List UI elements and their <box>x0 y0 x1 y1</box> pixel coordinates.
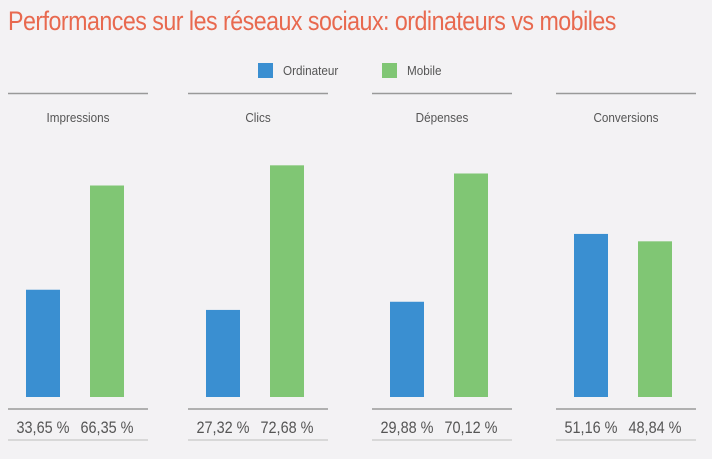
bar-conversions-mobile <box>638 241 672 397</box>
panel-title-clics: Clics <box>245 110 270 125</box>
panel-title-impressions: Impressions <box>46 110 109 125</box>
bar-impressions-ordinateur <box>26 289 60 397</box>
chart-title: Performances sur les réseaux sociaux: or… <box>8 6 616 36</box>
legend-item-mobile: Mobile <box>382 63 445 78</box>
bar-conversions-ordinateur <box>574 233 608 397</box>
value-label-conversions-mobile: 48,84 % <box>629 419 682 437</box>
bar-depenses-ordinateur <box>390 301 424 397</box>
value-label-impressions-mobile: 66,35 % <box>81 419 134 437</box>
legend-label-mobile: Mobile <box>407 63 442 78</box>
value-label-depenses-ordinateur: 29,88 % <box>381 419 434 437</box>
legend-swatch-mobile <box>382 63 397 78</box>
legend-label-ordinateur: Ordinateur <box>283 63 339 78</box>
panel-title-conversions: Conversions <box>594 110 659 125</box>
panel-title-depenses: Dépenses <box>416 110 469 125</box>
value-label-clics-ordinateur: 27,32 % <box>197 419 250 437</box>
value-label-conversions-ordinateur: 51,16 % <box>565 419 618 437</box>
legend-swatch-ordinateur <box>258 63 273 78</box>
bar-clics-ordinateur <box>206 309 240 397</box>
bar-impressions-mobile <box>90 185 124 397</box>
value-label-impressions-ordinateur: 33,65 % <box>17 419 70 437</box>
bar-depenses-mobile <box>454 173 488 397</box>
bar-clics-mobile <box>270 165 304 397</box>
legend-item-ordinateur: Ordinateur <box>258 63 344 78</box>
value-label-clics-mobile: 72,68 % <box>261 419 314 437</box>
value-label-depenses-mobile: 70,12 % <box>445 419 498 437</box>
